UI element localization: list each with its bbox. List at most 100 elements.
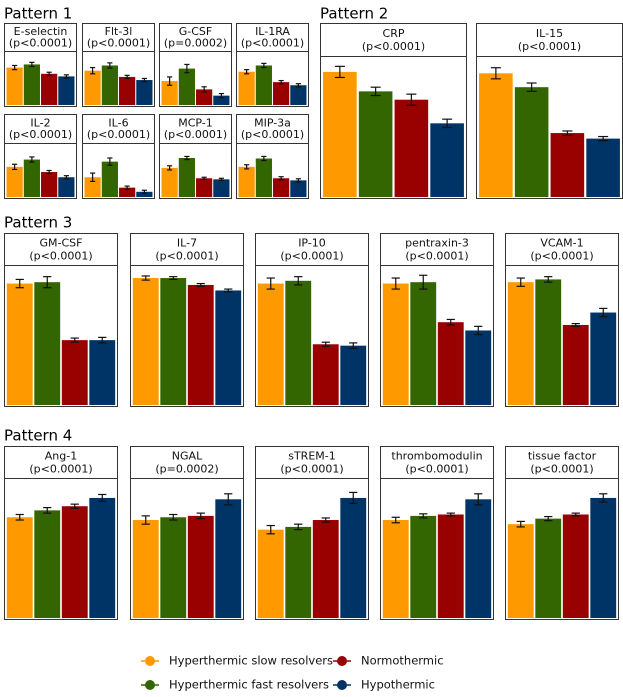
p-value-label: (p<0.0001): [530, 462, 593, 475]
bar-fast-resolvers: [160, 278, 187, 405]
bar-hypothermic: [136, 191, 153, 197]
legend-item: Hyperthermic slow resolvers: [141, 654, 333, 668]
bar-slow-resolvers: [6, 283, 33, 405]
bar-hypothermic: [213, 95, 230, 105]
panel-header: [130, 233, 244, 266]
bar-slow-resolvers: [238, 71, 255, 105]
panel-header: [380, 446, 494, 479]
bar-hypothermic: [136, 80, 153, 105]
bar-fast-resolvers: [358, 91, 393, 197]
bar-hypothermic: [465, 499, 492, 618]
panel-tissue-factor: tissue factor(p<0.0001): [505, 446, 619, 620]
panel-label: NGAL: [172, 450, 203, 463]
panel-label: IL-6: [108, 117, 128, 130]
legend-item: Hypothermic: [333, 678, 435, 692]
panel-il-1ra: IL-1RA(p<0.0001): [236, 23, 309, 107]
bar-hypothermic: [290, 180, 307, 197]
bar-fast-resolvers: [23, 159, 40, 197]
panel-header: [82, 114, 155, 144]
bar-slow-resolvers: [161, 167, 178, 197]
bar-fast-resolvers: [178, 158, 195, 197]
p-value-label: (p<0.0001): [280, 462, 343, 475]
panel-ngal: NGAL(p=0.0002): [130, 446, 244, 620]
bar-normothermic: [437, 514, 464, 618]
bar-slow-resolvers: [6, 166, 23, 197]
panel-header: [4, 23, 77, 52]
panel-ip-10: IP-10(p<0.0001): [255, 233, 369, 407]
panel-header: [4, 233, 118, 266]
bar-hypothermic: [290, 85, 307, 105]
bar-slow-resolvers: [257, 529, 284, 618]
bar-normothermic: [550, 133, 585, 197]
panel-strem-1: sTREM-1(p<0.0001): [255, 446, 369, 620]
panel-label: MIP-3a: [254, 117, 291, 130]
panel-e-selectin: E-selectin(p<0.0001): [4, 23, 77, 107]
panel-il-2: IL-2(p<0.0001): [4, 114, 77, 199]
bar-hypothermic: [89, 340, 116, 405]
bar-fast-resolvers: [160, 517, 187, 618]
bar-fast-resolvers: [535, 279, 562, 405]
p-value-label: (p<0.0001): [241, 36, 304, 49]
panel-label: IL-2: [30, 117, 50, 130]
legend-item: Normothermic: [333, 654, 444, 668]
bar-fast-resolvers: [410, 515, 437, 618]
panel-header: [130, 446, 244, 479]
pattern-title: Pattern 2: [320, 5, 388, 23]
legend-label: Hyperthermic fast resolvers: [169, 678, 329, 692]
bar-slow-resolvers: [507, 282, 534, 405]
pattern-title: Pattern 1: [4, 5, 72, 23]
p-value-label: (p<0.0001): [362, 40, 425, 53]
bar-slow-resolvers: [238, 166, 255, 197]
p-value-label: (p<0.0001): [405, 462, 468, 475]
panel-header: [380, 233, 494, 266]
bar-slow-resolvers: [382, 283, 409, 405]
bar-slow-resolvers: [84, 177, 101, 197]
pattern-title: Pattern 4: [4, 427, 72, 445]
panel-label: CRP: [383, 27, 405, 40]
bar-normothermic: [437, 322, 464, 405]
bar-normothermic: [119, 187, 136, 197]
panel-header: [82, 23, 155, 52]
bar-normothermic: [312, 520, 339, 618]
bar-normothermic: [61, 506, 88, 618]
bar-fast-resolvers: [535, 518, 562, 618]
panel-header: [320, 23, 467, 57]
p-value-label: (p<0.0001): [530, 249, 593, 262]
bar-slow-resolvers: [257, 283, 284, 405]
panel-thrombomodulin: thrombomodulin(p<0.0001): [380, 446, 494, 620]
panel-g-csf: G-CSF(p=0.0002): [159, 23, 232, 107]
panel-label: G-CSF: [179, 25, 212, 38]
panel-il-6: IL-6(p<0.0001): [82, 114, 155, 199]
bar-slow-resolvers: [132, 278, 159, 405]
bar-hypothermic: [58, 177, 75, 197]
legend-marker: [145, 680, 155, 690]
panel-label: pentraxin-3: [405, 237, 469, 250]
panel-label: MCP-1: [178, 117, 213, 130]
bar-normothermic: [273, 178, 290, 197]
panel-il-15: IL-15(p<0.0001): [476, 23, 623, 199]
p-value-label: (p<0.0001): [87, 128, 150, 141]
bar-hypothermic: [215, 499, 242, 618]
panel-header: [505, 446, 619, 479]
bar-normothermic: [41, 172, 58, 197]
bar-normothermic: [41, 73, 58, 105]
panel-label: tissue factor: [528, 450, 597, 463]
legend-marker: [337, 656, 347, 666]
panel-label: VCAM-1: [540, 237, 583, 250]
bar-fast-resolvers: [285, 526, 312, 618]
bar-hypothermic: [89, 497, 116, 618]
bar-hypothermic: [215, 290, 242, 405]
bar-fast-resolvers: [101, 161, 118, 197]
bar-normothermic: [187, 515, 214, 618]
panel-header: [236, 114, 309, 144]
bar-fast-resolvers: [178, 68, 195, 105]
legend-marker: [145, 656, 155, 666]
bar-fast-resolvers: [514, 87, 549, 197]
panel-label: IP-10: [298, 237, 326, 250]
panel-flt-3l: Flt-3l(p<0.0001): [82, 23, 155, 107]
p-value-label: (p<0.0001): [280, 249, 343, 262]
p-value-label: (p<0.0001): [29, 249, 92, 262]
legend-label: Hypothermic: [361, 678, 435, 692]
bar-hypothermic: [465, 330, 492, 405]
